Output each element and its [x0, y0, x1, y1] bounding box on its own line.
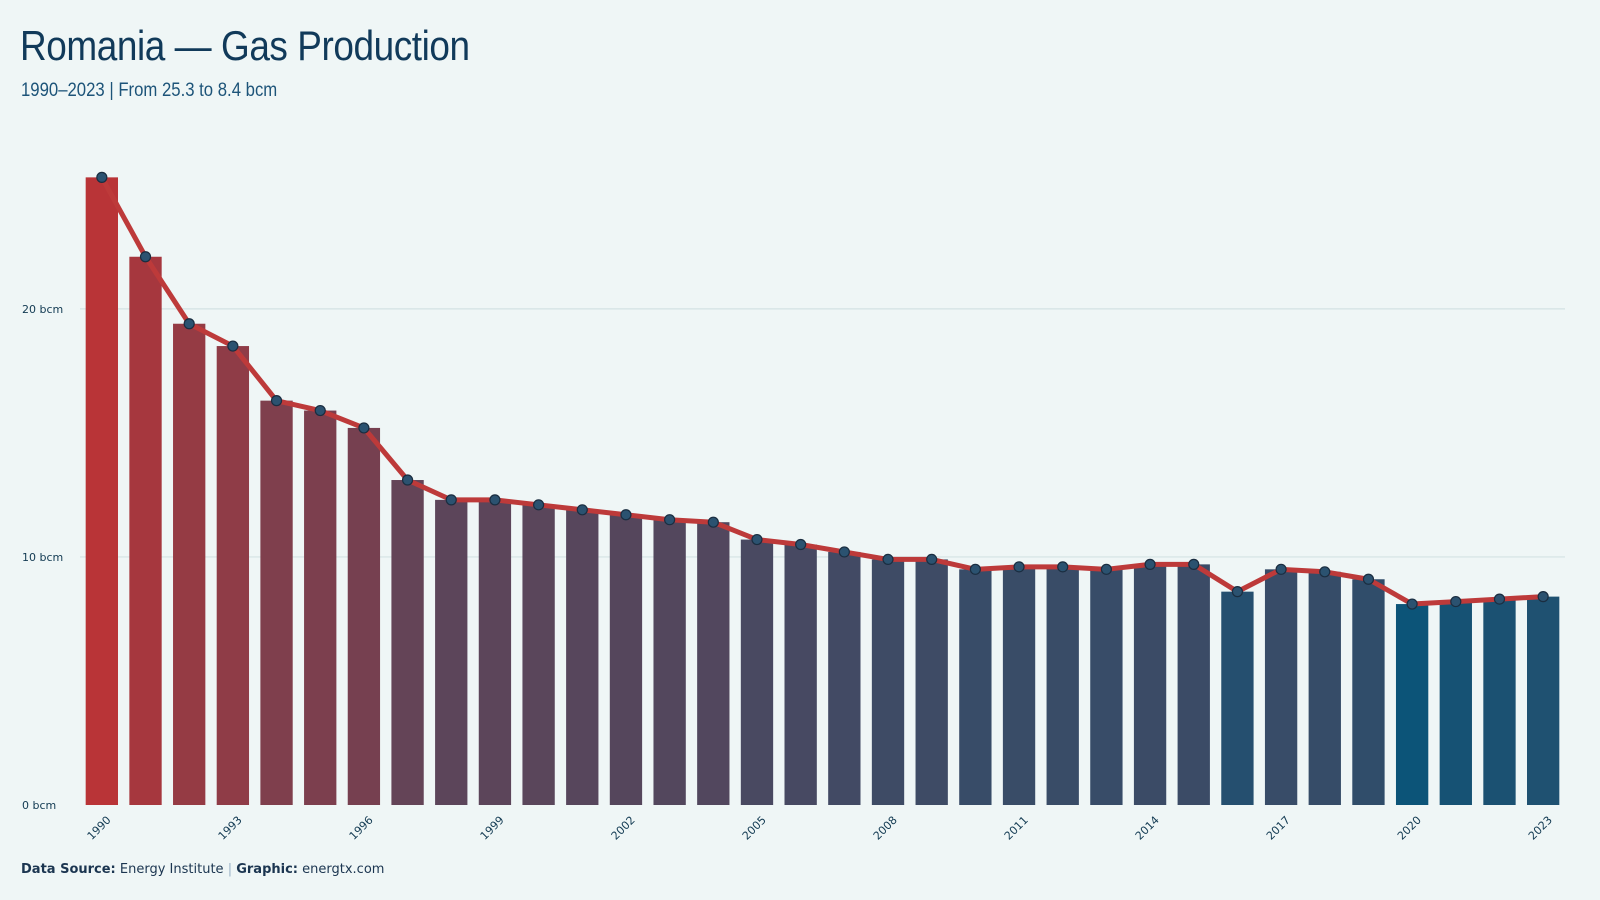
- graphic-value: energtx.com: [302, 862, 385, 877]
- point-2003: [664, 514, 676, 526]
- point-2023: [1537, 591, 1549, 603]
- x-tick-label: 2017: [1264, 814, 1293, 843]
- y-tick-label: 20 bcm: [22, 303, 63, 316]
- point-1999: [489, 494, 501, 506]
- point-2018: [1319, 566, 1331, 578]
- bar-2009: [915, 559, 948, 805]
- bar-1996: [347, 427, 381, 805]
- point-2012: [1057, 561, 1069, 573]
- point-2005: [751, 533, 763, 546]
- point-2008: [882, 553, 894, 566]
- point-1994: [270, 395, 283, 407]
- bar-1995: [304, 410, 337, 805]
- bar-2017: [1264, 569, 1298, 805]
- point-2014: [1144, 558, 1156, 570]
- point-1998: [445, 494, 457, 506]
- bar-1999: [478, 499, 512, 805]
- point-2020: [1406, 598, 1418, 610]
- source-label: Data Source:: [21, 862, 116, 877]
- bar-2012: [1046, 566, 1079, 805]
- point-2002: [620, 509, 632, 521]
- point-2013: [1100, 563, 1112, 575]
- footer-separator: |: [227, 862, 233, 877]
- point-2017: [1275, 563, 1287, 575]
- bar-2003: [653, 519, 686, 805]
- bar-2016: [1221, 591, 1254, 805]
- point-2009: [926, 553, 938, 566]
- bar-2014: [1133, 564, 1167, 805]
- point-2022: [1493, 593, 1506, 605]
- y-tick-label: 0 bcm: [22, 799, 56, 812]
- chart-title: Romania — Gas Production: [20, 22, 470, 69]
- bar-2008: [871, 559, 905, 805]
- x-tick-label: 1993: [216, 814, 245, 843]
- point-2019: [1362, 573, 1375, 585]
- bar-1998: [435, 499, 468, 805]
- bar-2011: [1002, 566, 1036, 805]
- series-line: [99, 174, 1546, 607]
- point-2004: [707, 516, 719, 528]
- point-2007: [838, 546, 850, 558]
- bar-2013: [1090, 569, 1123, 805]
- bar-2021: [1439, 601, 1472, 805]
- point-1990: [96, 171, 108, 183]
- footer-credits: Data Source: Energy Institute | Graphic:…: [21, 862, 384, 877]
- x-tick-label: 2008: [871, 814, 900, 843]
- point-2001: [576, 504, 588, 516]
- x-tick-label: 2005: [740, 814, 769, 843]
- bar-1991: [129, 256, 162, 805]
- bar-2007: [828, 551, 861, 805]
- bar-2015: [1177, 564, 1210, 805]
- bar-2000: [522, 504, 555, 805]
- bar-2002: [609, 514, 643, 805]
- point-1996: [358, 422, 370, 434]
- graphic-label: Graphic:: [236, 862, 298, 877]
- bar-2006: [784, 544, 817, 805]
- bar-2010: [959, 569, 992, 805]
- point-1997: [401, 474, 414, 486]
- point-2011: [1013, 561, 1025, 573]
- point-2000: [533, 499, 545, 511]
- x-tick-label: 2023: [1526, 814, 1555, 843]
- point-2021: [1450, 595, 1462, 608]
- x-tick-label: 2014: [1133, 814, 1162, 843]
- source-value: Energy Institute: [119, 862, 224, 877]
- y-tick-label: 10 bcm: [22, 551, 63, 564]
- point-1992: [183, 318, 195, 330]
- bar-2005: [740, 539, 774, 805]
- bar-1992: [173, 323, 206, 805]
- x-tick-label: 1999: [478, 814, 507, 843]
- bar-1990: [85, 177, 118, 806]
- point-2010: [969, 563, 981, 575]
- bar-2001: [566, 509, 599, 805]
- bar-1994: [260, 400, 293, 805]
- bar-2018: [1308, 571, 1341, 805]
- x-tick-label: 1990: [85, 814, 114, 843]
- bar-2004: [697, 522, 730, 805]
- bar-2020: [1395, 604, 1429, 805]
- x-tick-label: 2011: [1002, 814, 1031, 843]
- bar-2022: [1483, 599, 1516, 805]
- point-1991: [139, 251, 152, 263]
- point-2015: [1188, 558, 1200, 570]
- point-1995: [314, 404, 326, 417]
- point-2016: [1231, 586, 1244, 598]
- bar-1993: [216, 346, 250, 805]
- bar-2023: [1527, 596, 1560, 805]
- point-1993: [227, 340, 239, 352]
- x-tick-label: 2020: [1395, 814, 1424, 843]
- bar-1997: [391, 480, 424, 805]
- point-2006: [795, 538, 807, 551]
- x-tick-label: 1996: [347, 814, 376, 843]
- x-tick-label: 2002: [609, 814, 638, 843]
- chart-subtitle: 1990–2023 | From 25.3 to 8.4 bcm: [21, 80, 278, 101]
- bar-2019: [1352, 579, 1385, 805]
